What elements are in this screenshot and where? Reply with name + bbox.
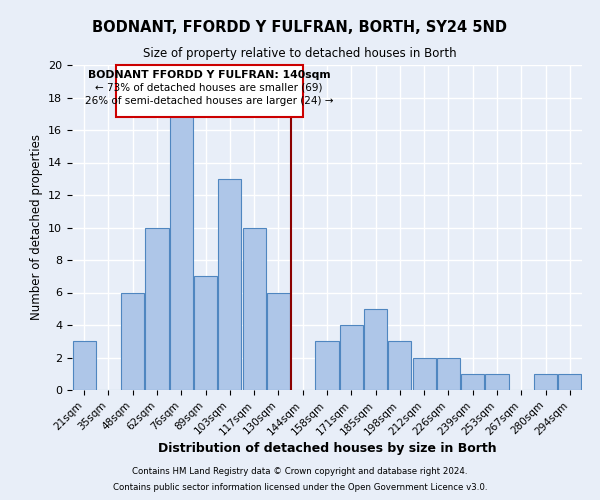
Bar — [461, 374, 484, 390]
X-axis label: Distribution of detached houses by size in Borth: Distribution of detached houses by size … — [158, 442, 496, 455]
Bar — [145, 228, 169, 390]
Bar — [559, 374, 581, 390]
Bar — [340, 325, 363, 390]
FancyBboxPatch shape — [116, 65, 303, 117]
Bar — [218, 179, 241, 390]
Text: BODNANT FFORDD Y FULFRAN: 140sqm: BODNANT FFORDD Y FULFRAN: 140sqm — [88, 70, 331, 80]
Bar — [73, 341, 95, 390]
Bar — [413, 358, 436, 390]
Bar — [316, 341, 338, 390]
Bar — [170, 114, 193, 390]
Bar — [194, 276, 217, 390]
Bar — [267, 292, 290, 390]
Text: ← 73% of detached houses are smaller (69): ← 73% of detached houses are smaller (69… — [95, 83, 323, 93]
Text: 26% of semi-detached houses are larger (24) →: 26% of semi-detached houses are larger (… — [85, 96, 334, 106]
Text: Contains public sector information licensed under the Open Government Licence v3: Contains public sector information licen… — [113, 484, 487, 492]
Text: Contains HM Land Registry data © Crown copyright and database right 2024.: Contains HM Land Registry data © Crown c… — [132, 467, 468, 476]
Text: Size of property relative to detached houses in Borth: Size of property relative to detached ho… — [143, 48, 457, 60]
Bar — [388, 341, 412, 390]
Bar — [437, 358, 460, 390]
Bar — [242, 228, 266, 390]
Text: BODNANT, FFORDD Y FULFRAN, BORTH, SY24 5ND: BODNANT, FFORDD Y FULFRAN, BORTH, SY24 5… — [92, 20, 508, 35]
Bar — [121, 292, 144, 390]
Bar — [364, 308, 387, 390]
Bar — [485, 374, 509, 390]
Y-axis label: Number of detached properties: Number of detached properties — [29, 134, 43, 320]
Bar — [534, 374, 557, 390]
